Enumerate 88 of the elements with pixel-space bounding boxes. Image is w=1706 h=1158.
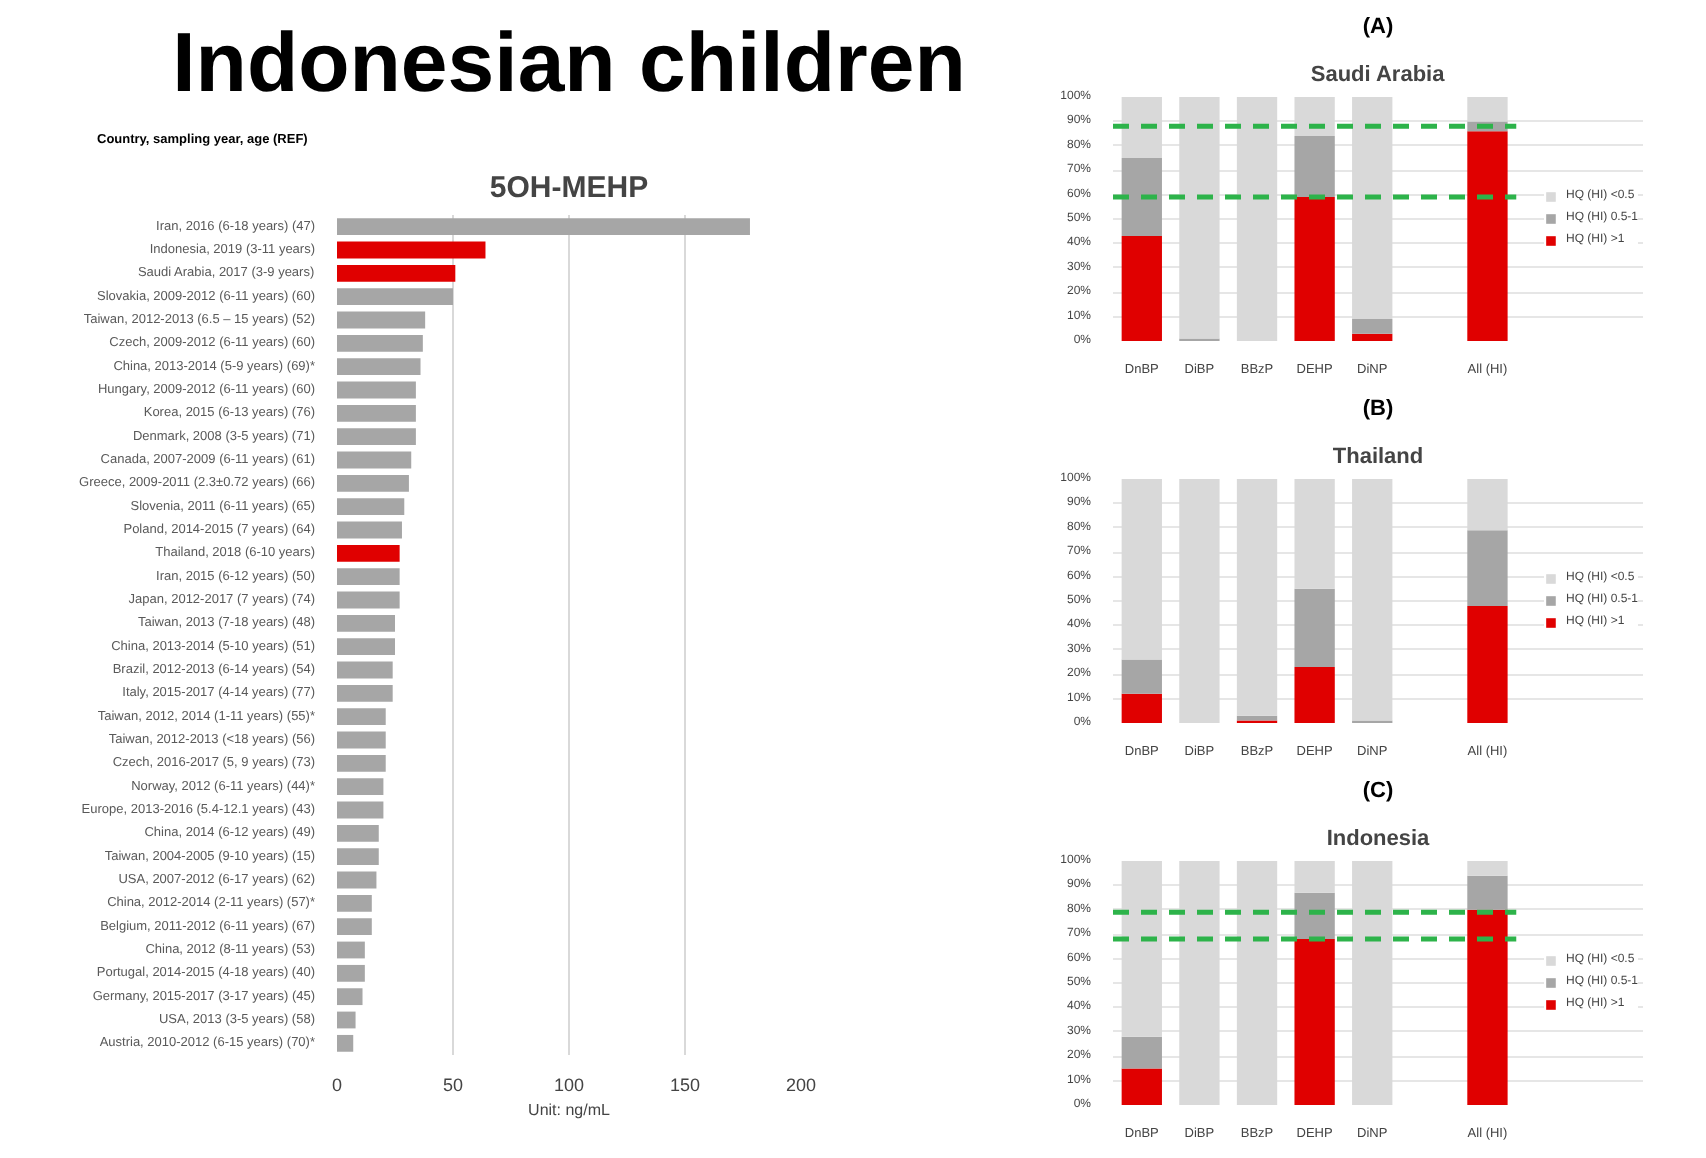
bar xyxy=(337,358,421,376)
bar xyxy=(337,731,386,749)
bar xyxy=(1121,158,1162,237)
chart-title: Saudi Arabia xyxy=(1310,63,1447,87)
bar xyxy=(337,521,402,539)
bar xyxy=(337,801,384,819)
bar xyxy=(337,381,416,399)
bar xyxy=(1236,861,1278,1105)
bar xyxy=(337,918,372,936)
bar xyxy=(1121,1036,1162,1069)
bar xyxy=(337,288,453,306)
bar xyxy=(337,661,393,679)
bar xyxy=(1294,588,1335,667)
bar xyxy=(1236,479,1278,716)
bar xyxy=(1294,666,1335,723)
bar xyxy=(337,241,486,259)
bar xyxy=(1121,97,1162,158)
bar xyxy=(1352,319,1393,334)
bar xyxy=(1467,605,1508,723)
bar xyxy=(337,334,423,352)
bar xyxy=(337,591,400,609)
chart-title: Thailand xyxy=(1332,445,1424,469)
bar xyxy=(1121,479,1162,660)
bar xyxy=(1294,197,1335,341)
bar xyxy=(1121,236,1162,341)
bar xyxy=(1352,861,1393,1105)
bar xyxy=(337,428,416,446)
x-tick-label: 100 xyxy=(553,1075,585,1095)
chart-title: Indonesia xyxy=(1326,827,1432,851)
bar xyxy=(1467,861,1508,876)
bar xyxy=(1179,97,1220,339)
bar xyxy=(337,824,379,842)
x-axis-title: Unit: ng/mL xyxy=(528,1101,612,1119)
bar xyxy=(1352,479,1393,721)
bar xyxy=(337,544,400,562)
bar xyxy=(337,941,365,959)
bar xyxy=(1467,875,1508,910)
bar xyxy=(1467,909,1508,1105)
bar xyxy=(1294,892,1335,940)
text: (C) xyxy=(1362,779,1394,803)
bar xyxy=(1121,1068,1162,1105)
bar xyxy=(1179,861,1220,1105)
bar xyxy=(1121,861,1162,1037)
bar xyxy=(337,754,386,772)
bar xyxy=(337,708,386,726)
bar xyxy=(337,264,456,282)
text: (A) xyxy=(1362,15,1394,39)
bar xyxy=(337,404,416,422)
bar xyxy=(337,964,365,982)
bar xyxy=(1236,97,1278,341)
bar xyxy=(1179,479,1220,723)
bar xyxy=(1467,479,1508,531)
bar xyxy=(1294,97,1335,137)
bar xyxy=(1294,861,1335,893)
bar xyxy=(1352,333,1393,341)
chart-title: 5OH-MEHP xyxy=(489,171,649,205)
bar xyxy=(1236,715,1278,721)
bar xyxy=(337,474,409,492)
bar xyxy=(337,894,372,912)
text: Indonesian children xyxy=(172,15,966,109)
bar xyxy=(337,498,405,516)
bar xyxy=(337,218,750,236)
bar xyxy=(337,451,412,469)
x-tick-label: 0 xyxy=(331,1075,343,1095)
bar xyxy=(337,684,393,702)
bar xyxy=(1121,693,1162,723)
bar xyxy=(1467,530,1508,606)
x-tick-label: 200 xyxy=(785,1075,817,1095)
bar xyxy=(1352,97,1393,320)
bar xyxy=(337,988,363,1006)
bar xyxy=(337,778,384,796)
bar xyxy=(1467,97,1508,122)
bar xyxy=(1294,479,1335,589)
bar xyxy=(1467,131,1508,341)
bar xyxy=(337,1011,356,1029)
bar xyxy=(337,638,395,656)
bar xyxy=(337,614,395,632)
bar xyxy=(337,871,377,889)
bar xyxy=(337,848,379,866)
bar xyxy=(337,568,400,586)
text: (B) xyxy=(1362,397,1394,421)
bar xyxy=(337,311,426,329)
bar xyxy=(1294,939,1335,1105)
x-tick-label: 50 xyxy=(442,1075,464,1095)
x-tick-label: 150 xyxy=(669,1075,701,1095)
bar xyxy=(337,1034,354,1052)
bar xyxy=(1121,659,1162,694)
bar xyxy=(1294,136,1335,198)
